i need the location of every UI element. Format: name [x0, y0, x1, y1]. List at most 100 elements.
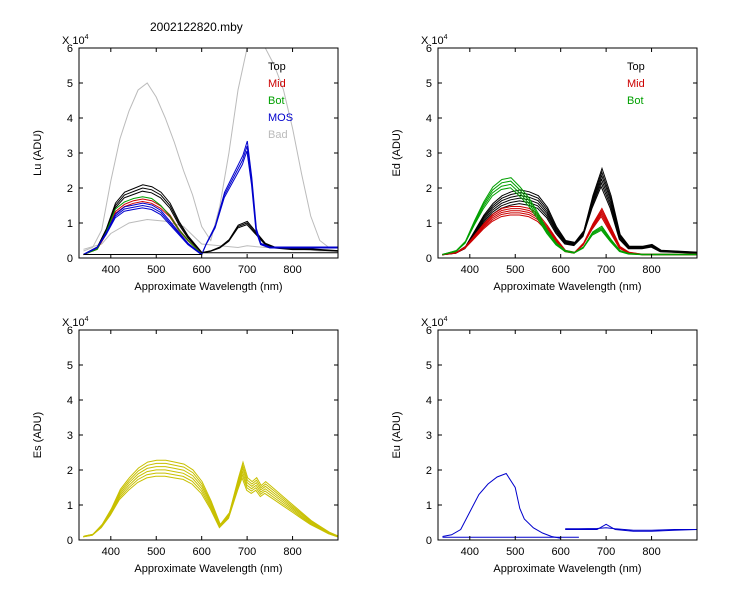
y-tick-label: 2 — [426, 183, 432, 195]
series-line-mid — [442, 208, 697, 255]
series-line-top — [83, 184, 338, 255]
x-tick-label: 400 — [102, 546, 120, 558]
x-tick-label: 500 — [147, 264, 165, 276]
chart-eu: 0 1 2 3 4 5 6 400 500 600 700 800 X 104 Approximate W… — [391, 316, 698, 575]
y-tick-label: 2 — [67, 465, 73, 477]
y-scale-label: X 104 — [62, 316, 89, 329]
series-line-bot — [442, 183, 697, 256]
y-scale-exponent: 4 — [85, 316, 89, 323]
series-line-mid — [83, 200, 202, 256]
y-tick-label: 3 — [426, 148, 432, 160]
legend-entry-bot: Bot — [627, 95, 644, 107]
series-line-bad — [83, 48, 338, 252]
x-tick-label: 700 — [597, 546, 615, 558]
figure-title: 2002122820.mby — [150, 20, 243, 34]
legend-entry-bot: Bot — [268, 95, 285, 107]
plot-frame — [78, 47, 339, 259]
x-tick-label: 600 — [552, 264, 570, 276]
x-axis-label: Approximate Wavelength (nm) — [134, 281, 282, 293]
legend-entry-mid: Mid — [627, 78, 645, 90]
x-tick-label: 600 — [193, 264, 211, 276]
y-tick-label: 1 — [67, 218, 73, 230]
y-tick-label: 3 — [67, 148, 73, 160]
y-tick-label: 4 — [426, 113, 432, 125]
series-group — [83, 48, 338, 256]
y-tick-label: 6 — [67, 325, 73, 337]
x-tick-label: 400 — [461, 546, 479, 558]
x-tick-label: 700 — [238, 264, 256, 276]
series-line-bot — [442, 187, 697, 256]
y-tick-label: 5 — [67, 360, 73, 372]
y-tick-label: 2 — [426, 465, 432, 477]
y-tick-label: 6 — [426, 43, 432, 55]
y-scale-label: X 104 — [421, 316, 448, 329]
y-axis-label: Es (ADU) — [32, 412, 44, 458]
y-tick-label: 6 — [426, 325, 432, 337]
y-tick-label: 4 — [67, 395, 73, 407]
series-line-mid — [442, 206, 697, 255]
series-line-bot — [83, 196, 203, 255]
y-tick-label: 0 — [426, 535, 432, 547]
y-tick-label: 0 — [67, 535, 73, 547]
series-group — [442, 166, 697, 256]
chart-lu: 0 1 2 3 4 5 6 400 500 600 700 800 X 104 Approximate W… — [32, 34, 339, 293]
x-axis-label: Approximate Wavelength (nm) — [134, 563, 282, 575]
y-tick-label: 3 — [67, 430, 73, 442]
series-line-top — [442, 177, 697, 256]
y-tick-label: 0 — [426, 253, 432, 265]
x-tick-label: 800 — [642, 546, 660, 558]
x-tick-label: 800 — [283, 264, 301, 276]
x-tick-label: 500 — [506, 546, 524, 558]
x-tick-label: 700 — [597, 264, 615, 276]
y-axis-label: Eu (ADU) — [391, 411, 403, 458]
y-tick-label: 4 — [426, 395, 432, 407]
x-tick-label: 700 — [238, 546, 256, 558]
y-tick-label: 3 — [426, 430, 432, 442]
plot-frame — [78, 329, 339, 541]
series-line-eu — [442, 472, 561, 539]
y-axis-label: Ed (ADU) — [391, 129, 403, 176]
legend-entry-bad: Bad — [268, 129, 288, 141]
y-tick-label: 1 — [67, 500, 73, 512]
x-tick-label: 800 — [283, 546, 301, 558]
y-scale-label: X 104 — [62, 34, 89, 47]
x-axis-label: Approximate Wavelength (nm) — [493, 281, 641, 293]
series-group — [83, 459, 338, 538]
y-axis-label: Lu (ADU) — [32, 130, 44, 176]
series-line-mid — [442, 210, 697, 255]
y-tick-label: 1 — [426, 500, 432, 512]
x-tick-label: 500 — [506, 264, 524, 276]
series-group — [442, 472, 697, 539]
x-tick-label: 600 — [552, 546, 570, 558]
y-scale-exponent: 4 — [444, 316, 448, 323]
series-line-es — [83, 459, 338, 537]
legend-entry-mos: MOS — [268, 112, 293, 124]
chart-ed: 0 1 2 3 4 5 6 400 500 600 700 800 X 104 Approximate W… — [391, 34, 698, 293]
y-tick-label: 0 — [67, 253, 73, 265]
y-tick-label: 5 — [67, 78, 73, 90]
legend-entry-top: Top — [268, 61, 286, 73]
y-tick-label: 5 — [426, 78, 432, 90]
series-line-eu — [565, 527, 697, 531]
x-tick-label: 600 — [193, 546, 211, 558]
x-tick-label: 400 — [461, 264, 479, 276]
x-axis-label: Approximate Wavelength (nm) — [493, 563, 641, 575]
y-tick-label: 6 — [67, 43, 73, 55]
y-tick-label: 4 — [67, 113, 73, 125]
series-line-bot — [442, 180, 697, 255]
legend-entry-top: Top — [627, 61, 645, 73]
y-tick-label: 2 — [67, 183, 73, 195]
y-scale-label: X 104 — [421, 34, 448, 47]
series-line-top — [442, 166, 697, 255]
series-line-eu — [565, 523, 697, 532]
series-line-es — [83, 469, 338, 538]
x-tick-label: 500 — [147, 546, 165, 558]
y-scale-exponent: 4 — [444, 34, 448, 41]
y-tick-label: 1 — [426, 218, 432, 230]
plot-frame — [437, 329, 698, 541]
legend-entry-mid: Mid — [268, 78, 286, 90]
y-scale-exponent: 4 — [85, 34, 89, 41]
y-tick-label: 5 — [426, 360, 432, 372]
x-tick-label: 800 — [642, 264, 660, 276]
